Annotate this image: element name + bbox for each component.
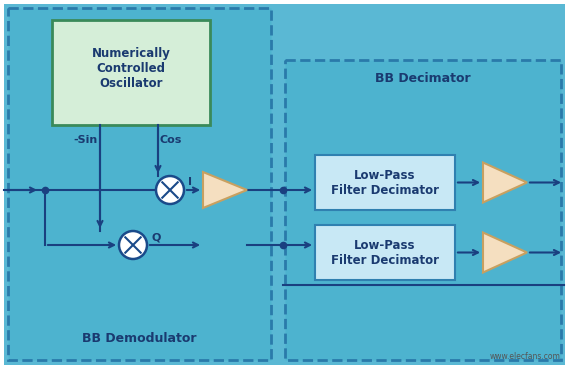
FancyBboxPatch shape	[315, 155, 455, 210]
Text: BB Decimator: BB Decimator	[375, 72, 471, 85]
Text: Cos: Cos	[160, 135, 183, 145]
FancyBboxPatch shape	[285, 60, 561, 360]
Polygon shape	[483, 232, 527, 272]
FancyBboxPatch shape	[52, 20, 210, 125]
Text: Q: Q	[151, 232, 160, 242]
Text: I: I	[188, 177, 192, 187]
Text: Low-Pass
Filter Decimator: Low-Pass Filter Decimator	[331, 238, 439, 266]
FancyBboxPatch shape	[8, 8, 271, 360]
Circle shape	[119, 231, 147, 259]
Text: www.elecfans.com: www.elecfans.com	[490, 352, 561, 361]
Text: BB Demodulator: BB Demodulator	[83, 331, 197, 345]
Circle shape	[156, 176, 184, 204]
Polygon shape	[203, 172, 247, 208]
Text: Numerically
Controlled
Oscillator: Numerically Controlled Oscillator	[92, 47, 171, 90]
Text: Low-Pass
Filter Decimator: Low-Pass Filter Decimator	[331, 169, 439, 197]
FancyBboxPatch shape	[315, 225, 455, 280]
Text: -Sin: -Sin	[74, 135, 98, 145]
Polygon shape	[483, 162, 527, 203]
